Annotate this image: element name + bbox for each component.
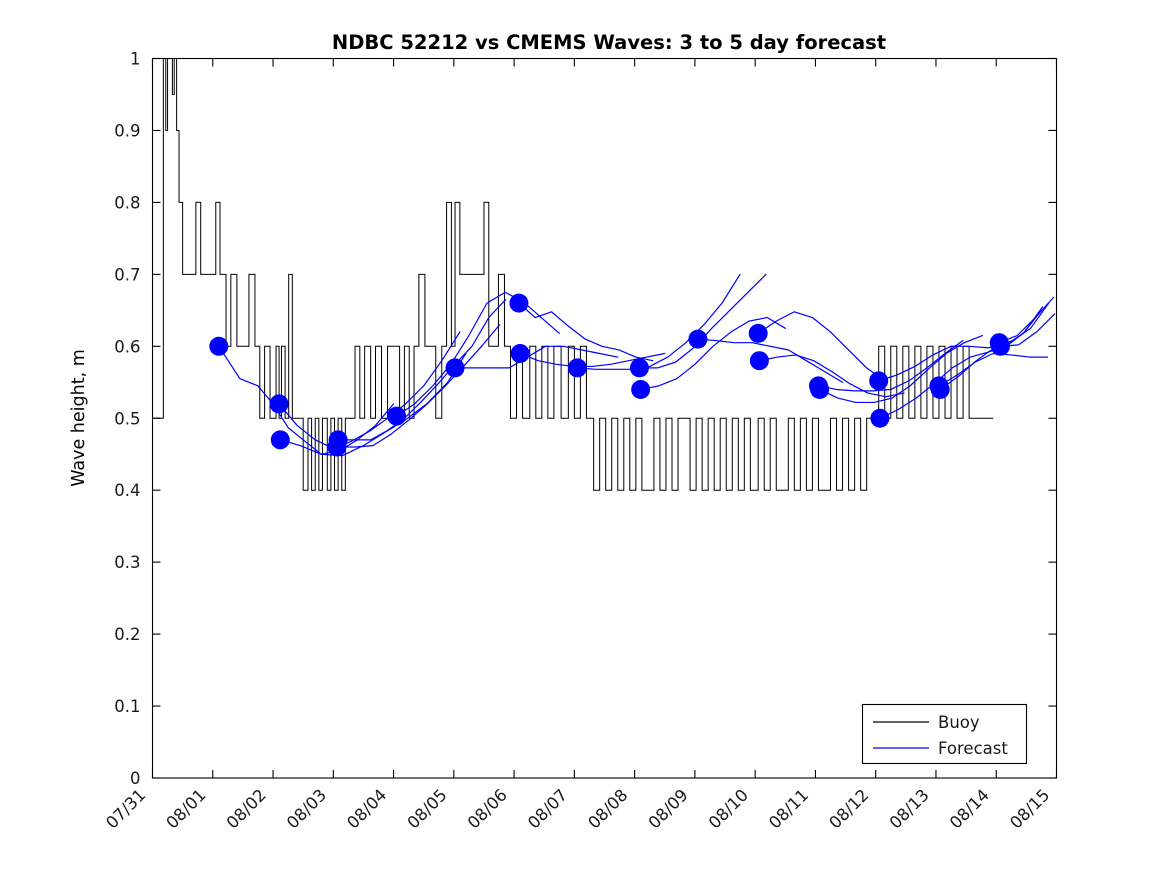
chart-legend: Buoy Forecast	[861, 703, 1028, 765]
y-tick-label: 0.7	[114, 265, 140, 284]
y-tick-label: 0.5	[114, 409, 140, 428]
forecast-run-trace	[279, 352, 467, 457]
forecast-start-marker	[930, 379, 950, 399]
forecast-start-marker	[810, 379, 830, 399]
forecast-run-trace	[998, 296, 1055, 344]
forecast-run-trace	[697, 338, 844, 383]
forecast-start-marker	[990, 336, 1010, 356]
forecast-run-trace	[640, 316, 786, 391]
forecast-run-trace	[757, 311, 886, 382]
y-tick-label: 0.3	[114, 553, 140, 572]
forecast-start-marker	[749, 351, 769, 371]
forecast-start-marker	[748, 323, 768, 343]
y-tick-label: 0.9	[114, 121, 140, 140]
y-tick-label: 0.6	[114, 337, 140, 356]
forecast-start-marker	[870, 408, 890, 428]
forecast-start-marker	[327, 437, 347, 457]
buoy-trace	[152, 58, 994, 491]
forecast-start-marker	[688, 329, 708, 349]
forecast-run-trace	[758, 354, 905, 398]
forecast-start-marker	[387, 406, 407, 426]
legend-label-forecast: Forecast	[938, 739, 1008, 758]
forecast-start-marker	[629, 358, 649, 378]
forecast-run-trace	[817, 339, 964, 392]
forecast-start-marker	[269, 394, 289, 414]
forecast-run-trace	[519, 352, 666, 368]
forecast-run-trace	[278, 331, 461, 450]
forecast-start-marker	[270, 430, 290, 450]
series-buoy	[152, 58, 994, 491]
forecast-run-trace	[395, 291, 560, 417]
y-axis-ticks: 0 0.1 0.2 0.3 0.4 0.5 0.6 0.7 0.8 0.9 1	[114, 50, 1057, 788]
forecast-start-marker	[209, 336, 229, 356]
forecast-run-trace	[337, 298, 507, 441]
forecast-start-marker	[510, 344, 530, 363]
forecast-run-trace	[819, 334, 983, 404]
legend-box	[861, 703, 1028, 765]
forecast-start-marker	[509, 293, 529, 313]
legend-label-buoy: Buoy	[938, 713, 980, 732]
chart-title: NDBC 52212 vs CMEMS Waves: 3 to 5 day fo…	[332, 31, 886, 54]
forecast-start-marker	[567, 358, 587, 378]
y-tick-label: 0.4	[114, 481, 140, 500]
forecast-run-trace	[454, 345, 619, 369]
forecast-start-marker	[631, 379, 651, 399]
y-tick-label: 0.8	[114, 193, 140, 212]
plot-frame	[151, 57, 1058, 779]
y-tick-label: 0.2	[114, 625, 140, 644]
forecast-markers	[209, 293, 1010, 457]
forecast-start-marker	[869, 371, 889, 391]
forecast-run-trace	[336, 324, 501, 448]
y-tick-label: 0	[130, 769, 141, 788]
y-axis-label-text: Wave height, m	[69, 349, 89, 487]
forecast-run-trace	[938, 352, 1049, 387]
y-axis-label: Wave height, m	[69, 349, 89, 487]
forecast-run-trace	[518, 302, 654, 362]
y-tick-label: 1	[130, 50, 141, 69]
y-tick-label: 0.1	[114, 697, 140, 716]
forecast-run-trace	[576, 273, 741, 370]
forecast-start-marker	[445, 358, 465, 378]
